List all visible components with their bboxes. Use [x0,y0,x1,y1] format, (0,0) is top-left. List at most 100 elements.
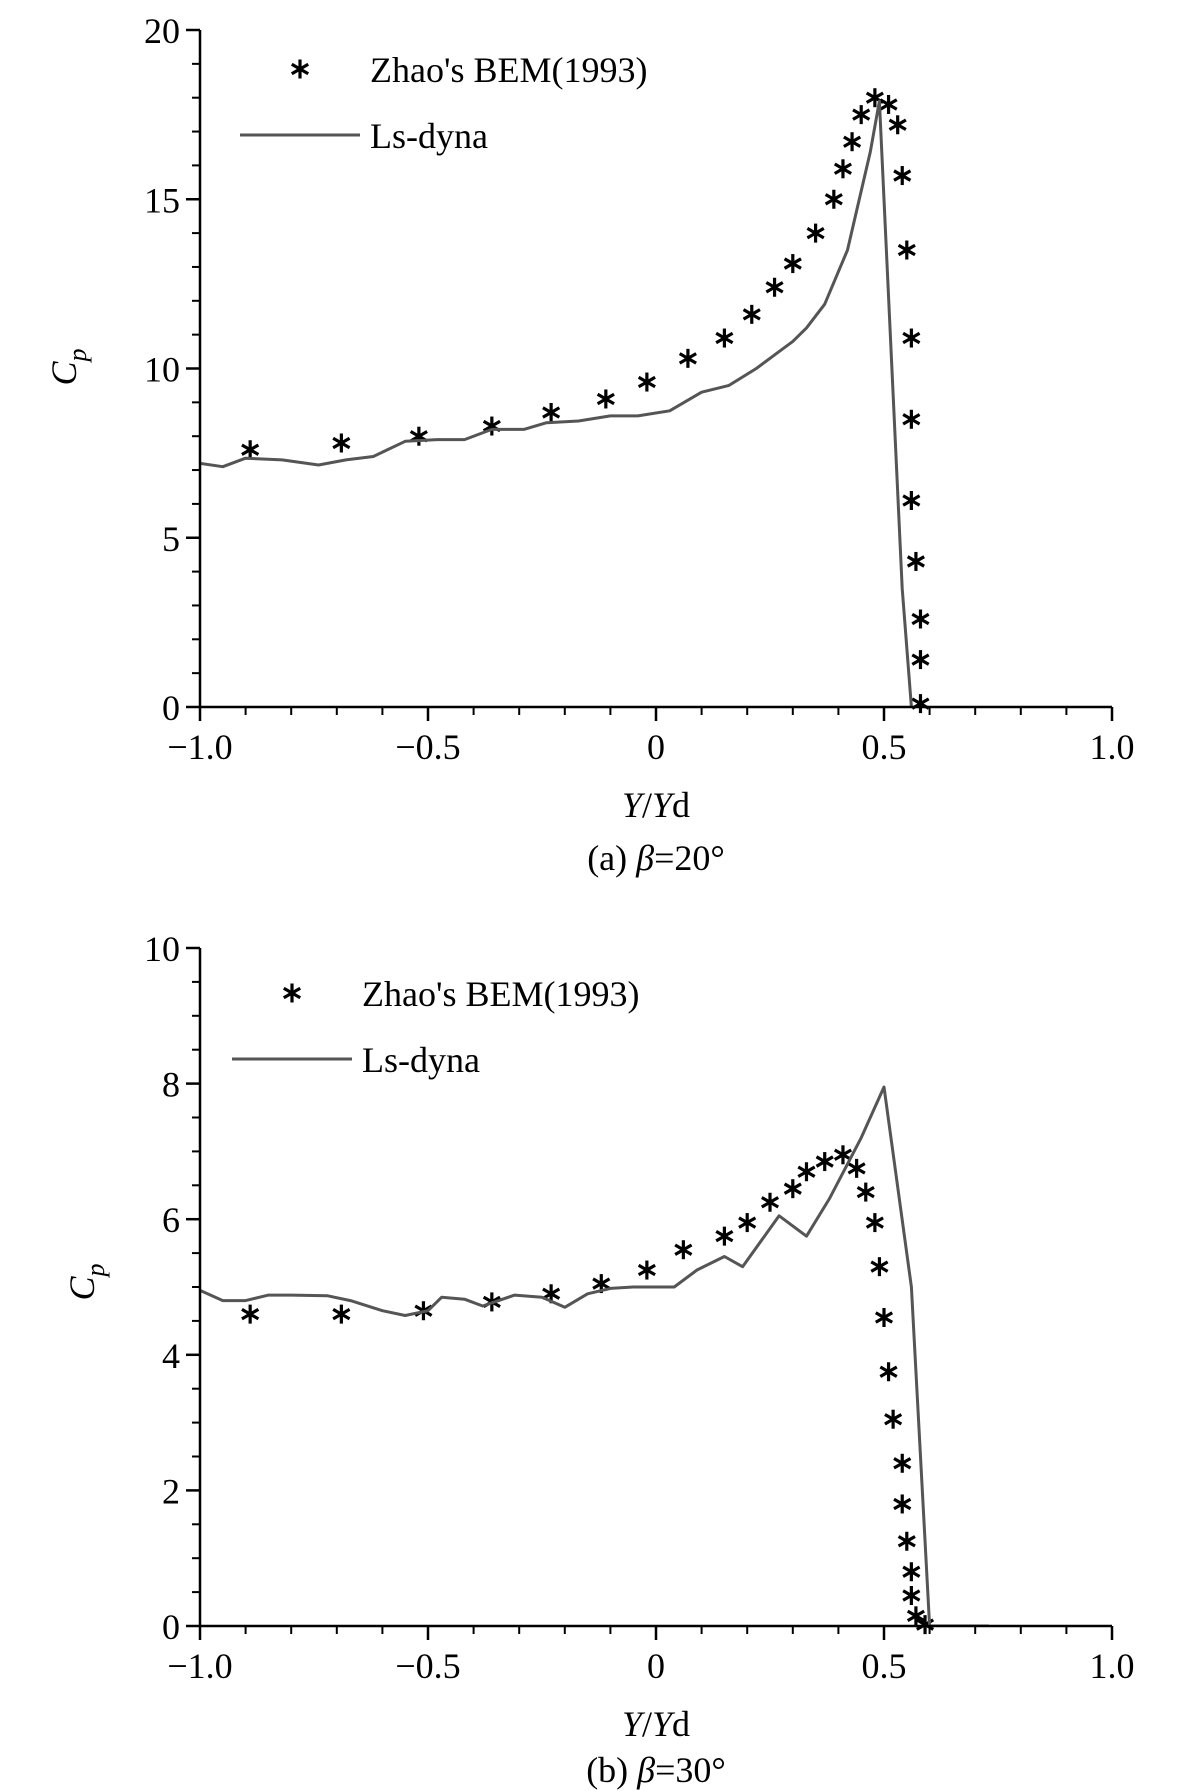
bem-point-b [847,1158,866,1178]
asterisk-stroke [783,257,802,270]
x-axis-title-a: Y/Yd [622,785,690,825]
asterisk-stroke [482,419,501,433]
asterisk-stroke [902,1565,921,1578]
y-tick-label-b: 2 [162,1471,180,1511]
bem-point-a [637,372,656,392]
asterisk-stroke [888,118,907,131]
bem-point-a [783,254,802,274]
bem-point-b [241,1304,260,1324]
x-tick-label-a: 0 [647,727,665,767]
x-tick-label-a: 1.0 [1090,727,1135,767]
bem-point-a [409,426,428,446]
asterisk-stroke [542,406,561,419]
asterisk-stroke [596,392,615,406]
y-tick-label-a: 5 [162,519,180,559]
bem-point-a [911,609,930,629]
y-tick-label-a: 0 [162,688,180,728]
asterisk-stroke [902,413,921,426]
asterisk-stroke [824,193,843,206]
bem-point-a [742,304,761,324]
x-tick-label-b: −1.0 [167,1646,232,1686]
bem-point-a [833,159,852,179]
asterisk-stroke [783,1182,802,1195]
asterisk-stroke [870,1260,889,1273]
asterisk-stroke [893,169,912,182]
y-tick-label-a: 15 [144,180,180,220]
asterisk-stroke [738,1216,757,1229]
ls-dyna-line-a [200,99,913,707]
bem-point-b [902,1562,921,1582]
legend-bem-marker-b [282,983,302,1003]
bem-point-b [893,1494,912,1514]
asterisk-stroke [815,1155,834,1168]
bem-point-b [783,1179,802,1199]
bem-point-a [806,223,825,243]
asterisk-stroke [290,62,310,76]
bem-point-b [674,1240,693,1260]
bem-point-b [865,1213,884,1233]
asterisk-stroke [906,1609,925,1622]
asterisk-stroke [715,331,734,345]
asterisk-stroke [902,331,921,345]
asterisk-stroke [241,1307,260,1321]
x-tick-label-b: 0 [647,1646,665,1686]
caption-b: (b) β=30° [586,1750,726,1790]
bem-point-b [760,1192,780,1212]
asterisk-stroke [332,436,351,450]
bem-point-b [738,1213,757,1233]
asterisk-stroke [332,1307,351,1321]
asterisk-stroke [865,91,884,104]
bem-point-a [852,105,871,125]
legend-line-label-b: Ls-dyna [362,1040,480,1080]
asterisk-stroke [856,1185,875,1199]
bem-point-a [879,94,898,114]
x-tick-label-b: 0.5 [862,1646,907,1686]
legend-line-label-a: Ls-dyna [370,116,488,156]
asterisk-stroke [282,986,302,1000]
bem-point-a [332,433,351,453]
legend-bem-label-b: Zhao's BEM(1993) [362,974,639,1014]
legend-a: Zhao's BEM(1993) Ls-dyna [240,50,647,156]
bem-point-b [833,1145,852,1165]
asterisk-stroke [902,494,921,507]
plot-area-a [200,88,930,714]
bem-point-a [241,440,260,460]
bem-point-a [888,115,907,135]
asterisk-stroke [715,1230,734,1243]
asterisk-stroke [874,1311,894,1324]
asterisk-stroke [833,1148,852,1161]
bem-point-a [824,189,843,209]
bem-point-b [856,1182,875,1202]
x-tick-label-a: −0.5 [395,727,460,767]
y-tick-label-b: 4 [162,1336,180,1376]
bem-point-b [906,1606,925,1626]
asterisk-stroke [847,1162,866,1175]
asterisk-stroke [637,375,656,389]
asterisk-stroke [542,1287,561,1300]
x-tick-label-b: −0.5 [395,1646,460,1686]
asterisk-stroke [833,162,852,175]
asterisk-stroke [879,1365,898,1378]
legend-b: Zhao's BEM(1993) Ls-dyna [232,974,639,1080]
legend-bem-label-a: Zhao's BEM(1993) [370,50,647,90]
x-tick-label-a: 0.5 [862,727,907,767]
bem-point-a [902,409,921,429]
bem-point-a [902,491,921,511]
bem-point-a [542,403,561,423]
asterisk-stroke [742,308,761,321]
asterisk-stroke [592,1277,611,1290]
y-axis-title-a: Cp [44,348,92,385]
bem-point-b [715,1226,734,1246]
asterisk-stroke [879,98,898,111]
x-tick-label-b: 1.0 [1090,1646,1135,1686]
y-tick-label-a: 10 [144,350,180,390]
caption-a: (a) β=20° [587,838,725,878]
y-tick-label-b: 6 [162,1200,180,1240]
bem-point-b [897,1531,916,1551]
bem-point-a [678,348,697,368]
y-tick-label-b: 10 [144,929,180,969]
asterisk-stroke [911,612,930,626]
bem-point-b [884,1409,903,1429]
asterisk-stroke [806,226,825,240]
